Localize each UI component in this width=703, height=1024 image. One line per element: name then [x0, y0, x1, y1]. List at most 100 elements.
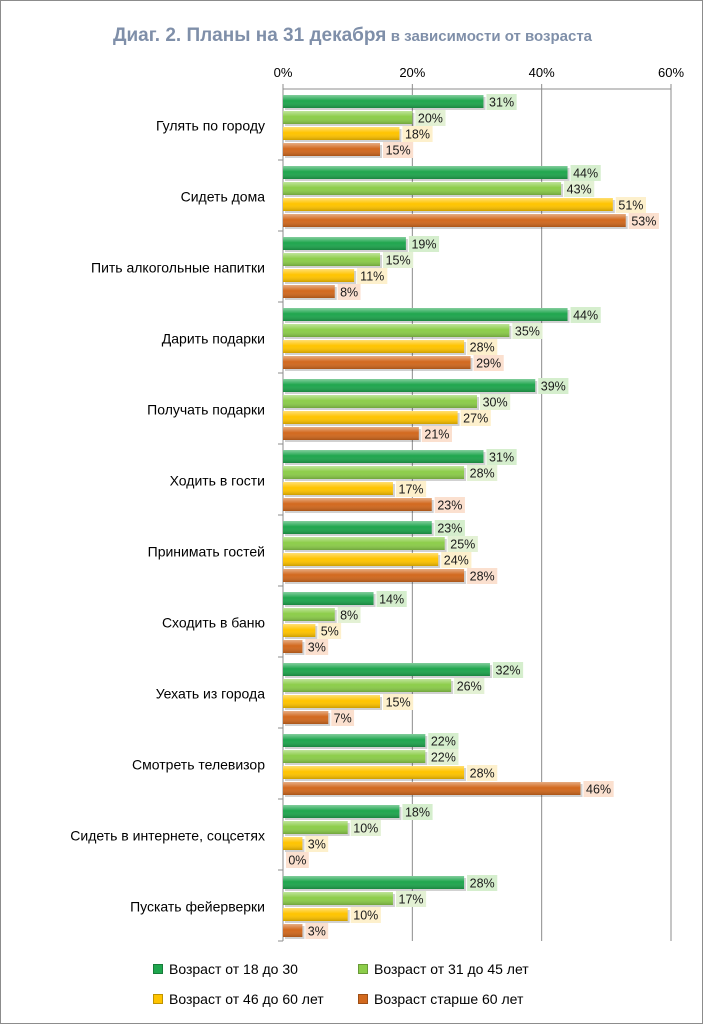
x-tick-label: 60%: [658, 65, 684, 80]
bar-shine: [283, 695, 380, 708]
bar-shine: [283, 663, 490, 676]
data-label: 22%: [431, 751, 456, 765]
data-label: 28%: [470, 570, 495, 584]
bar-shine: [283, 237, 406, 250]
data-label: 35%: [515, 325, 540, 339]
data-label-bg: [538, 378, 569, 394]
data-label-bg: [331, 710, 355, 726]
category-label: Гулять по городу: [156, 118, 265, 134]
bar-shine: [283, 340, 465, 353]
data-label-bg: [512, 323, 543, 339]
bar-shine: [283, 608, 335, 621]
bar-shine: [283, 876, 465, 889]
data-label: 8%: [340, 286, 358, 300]
legend-item: Возраст старше 60 лет: [358, 991, 523, 1007]
data-label-bg: [434, 497, 465, 513]
bar-shine: [283, 734, 426, 747]
bar-shine: [283, 143, 380, 156]
data-label-bg: [467, 875, 498, 891]
bar-shine: [283, 537, 445, 550]
legend-item: Возраст от 31 до 45 лет: [358, 961, 529, 977]
data-label-bg: [447, 536, 478, 552]
data-label-bg: [467, 765, 498, 781]
data-label: 43%: [567, 183, 592, 197]
data-label: 19%: [411, 238, 436, 252]
data-label: 15%: [386, 144, 411, 158]
data-label-bg: [428, 749, 459, 765]
data-label-bg: [383, 142, 414, 158]
bar-shine: [283, 553, 439, 566]
data-label: 23%: [437, 499, 462, 513]
data-label: 7%: [334, 712, 352, 726]
bar-shine: [283, 679, 452, 692]
data-label-bg: [357, 268, 388, 284]
data-label-bg: [441, 552, 472, 568]
bar-shine: [283, 324, 510, 337]
category-label: Уехать из города: [156, 686, 266, 702]
bar-shine: [283, 466, 465, 479]
bar-shine: [283, 908, 348, 921]
data-label: 17%: [399, 893, 424, 907]
data-label: 27%: [463, 412, 488, 426]
bar-shine: [283, 285, 335, 298]
data-label-bg: [480, 394, 511, 410]
data-label-bg: [337, 607, 361, 623]
bar-shine: [283, 269, 355, 282]
data-label-bg: [492, 662, 524, 678]
data-label-bg: [318, 623, 342, 639]
chart-title-sub: в зависимости от возраста: [390, 28, 593, 45]
category-label: Пить алкогольные напитки: [91, 260, 265, 276]
bar-shine: [283, 166, 568, 179]
data-label: 26%: [457, 680, 482, 694]
data-label: 8%: [340, 609, 358, 623]
bar-shine: [283, 127, 400, 140]
bar-shine: [283, 395, 477, 408]
legend-label: Возраст старше 60 лет: [374, 991, 524, 1007]
legend-label: Возраст от 18 до 30: [169, 961, 298, 977]
chart-title: Диаг. 2. Планы на 31 декабря в зависимос…: [1, 25, 703, 47]
bar-shine: [283, 498, 432, 511]
data-label: 44%: [573, 167, 598, 181]
data-label-bg: [486, 94, 517, 110]
category-label: Смотреть телевизор: [132, 757, 265, 773]
data-label: 28%: [470, 767, 495, 781]
data-label-bg: [583, 781, 614, 797]
legend-item: Возраст от 46 до 60 лет: [153, 991, 324, 1007]
data-label-bg: [337, 284, 361, 300]
legend-swatch: [358, 964, 368, 974]
data-label-bg: [467, 339, 498, 355]
x-tick-label: 20%: [399, 65, 425, 80]
data-label: 18%: [405, 128, 430, 142]
bar-shine: [283, 640, 303, 653]
data-label: 29%: [476, 357, 501, 371]
bar-shine: [283, 356, 471, 369]
bar-shine: [283, 924, 303, 937]
data-label-bg: [305, 836, 329, 852]
data-label-bg: [460, 410, 491, 426]
bar-chart: 0% 20% 40% 60% Гулять по городу 31% 20% 18% 15% С…: [70, 65, 684, 942]
data-label-bg: [408, 236, 440, 252]
data-label: 31%: [489, 96, 514, 110]
legend-swatch: [153, 964, 163, 974]
data-label-bg: [467, 465, 498, 481]
data-label: 30%: [483, 396, 508, 410]
data-label: 0%: [288, 854, 306, 868]
bar-shine: [283, 837, 303, 850]
data-label: 32%: [496, 664, 521, 678]
data-label-bg: [486, 449, 517, 465]
bar-shine: [283, 198, 613, 211]
data-label-bg: [454, 678, 485, 694]
data-label: 21%: [424, 428, 449, 442]
data-label-bg: [473, 355, 504, 371]
bar-shine: [283, 711, 329, 724]
data-label-bg: [395, 481, 427, 497]
data-label: 28%: [470, 877, 495, 891]
category-label: Принимать гостей: [148, 544, 265, 560]
data-label: 22%: [431, 735, 456, 749]
bar-shine: [283, 450, 484, 463]
data-label: 3%: [308, 925, 326, 939]
legend-swatch: [153, 994, 163, 1004]
data-label: 3%: [308, 641, 326, 655]
x-tick-label: 40%: [529, 65, 555, 80]
data-label: 53%: [631, 215, 656, 229]
